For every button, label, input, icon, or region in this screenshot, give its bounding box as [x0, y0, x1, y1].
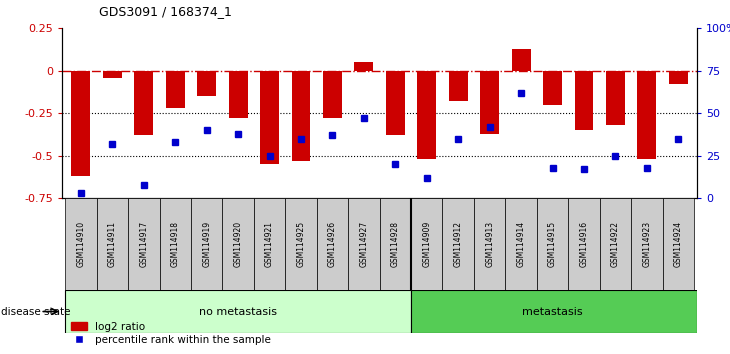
Text: GSM114916: GSM114916 [580, 221, 588, 267]
Bar [103, 71, 122, 78]
Text: GSM114919: GSM114919 [202, 221, 211, 267]
Text: GSM114928: GSM114928 [391, 221, 400, 267]
FancyBboxPatch shape [568, 198, 599, 290]
Text: metastasis: metastasis [522, 307, 583, 316]
Text: GSM114924: GSM114924 [674, 221, 683, 267]
Text: GSM114911: GSM114911 [108, 221, 117, 267]
FancyBboxPatch shape [442, 198, 474, 290]
Bar [166, 71, 185, 108]
Text: GSM114917: GSM114917 [139, 221, 148, 267]
FancyBboxPatch shape [411, 198, 442, 290]
Text: GSM114926: GSM114926 [328, 221, 337, 267]
Text: GSM114910: GSM114910 [77, 221, 85, 267]
Text: GSM114918: GSM114918 [171, 221, 180, 267]
FancyBboxPatch shape [317, 198, 348, 290]
Text: GSM114921: GSM114921 [265, 221, 274, 267]
Text: GDS3091 / 168374_1: GDS3091 / 168374_1 [99, 5, 231, 18]
Bar [260, 71, 279, 164]
Text: GSM114912: GSM114912 [454, 221, 463, 267]
FancyBboxPatch shape [285, 198, 317, 290]
FancyBboxPatch shape [191, 198, 223, 290]
FancyBboxPatch shape [380, 198, 411, 290]
Bar [418, 71, 437, 159]
Legend: log2 ratio, percentile rank within the sample: log2 ratio, percentile rank within the s… [67, 317, 275, 349]
FancyBboxPatch shape [160, 198, 191, 290]
Bar [606, 71, 625, 125]
FancyBboxPatch shape [128, 198, 160, 290]
Bar [134, 71, 153, 135]
Bar [449, 71, 468, 101]
Text: GSM114920: GSM114920 [234, 221, 242, 267]
FancyBboxPatch shape [663, 198, 694, 290]
Text: GSM114923: GSM114923 [642, 221, 651, 267]
Text: GSM114915: GSM114915 [548, 221, 557, 267]
Text: GSM114909: GSM114909 [422, 221, 431, 267]
Text: GSM114927: GSM114927 [359, 221, 369, 267]
Text: GSM114914: GSM114914 [517, 221, 526, 267]
Bar [72, 71, 91, 176]
FancyBboxPatch shape [631, 198, 663, 290]
Bar [228, 71, 247, 118]
Text: GSM114925: GSM114925 [296, 221, 305, 267]
Bar [386, 71, 404, 135]
FancyBboxPatch shape [65, 198, 96, 290]
Bar [355, 62, 373, 71]
Text: GSM114913: GSM114913 [485, 221, 494, 267]
Bar [637, 71, 656, 159]
Text: no metastasis: no metastasis [199, 307, 277, 316]
FancyBboxPatch shape [474, 198, 505, 290]
Bar [543, 71, 562, 105]
FancyBboxPatch shape [96, 198, 128, 290]
FancyBboxPatch shape [599, 198, 631, 290]
Bar [575, 71, 593, 130]
Bar [197, 71, 216, 96]
Bar [512, 49, 531, 71]
FancyBboxPatch shape [254, 198, 285, 290]
Bar [480, 71, 499, 134]
Text: GSM114922: GSM114922 [611, 221, 620, 267]
Bar [291, 71, 310, 161]
FancyBboxPatch shape [411, 290, 697, 333]
FancyBboxPatch shape [348, 198, 380, 290]
Bar [323, 71, 342, 118]
FancyBboxPatch shape [505, 198, 537, 290]
FancyBboxPatch shape [537, 198, 568, 290]
FancyBboxPatch shape [65, 290, 411, 333]
Text: disease state: disease state [1, 307, 70, 316]
FancyBboxPatch shape [223, 198, 254, 290]
Bar [669, 71, 688, 84]
